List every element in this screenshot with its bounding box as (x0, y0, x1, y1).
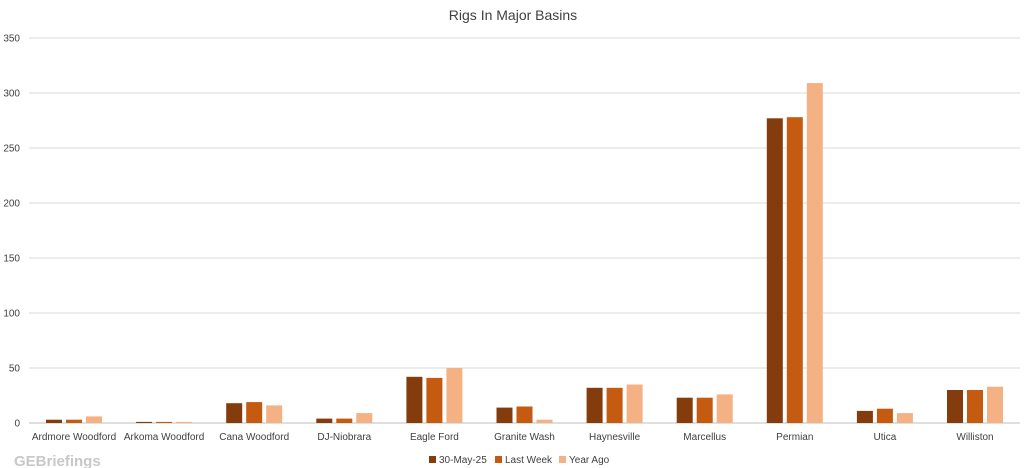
y-axis-tick-labels: 0 50 100 150 200 250 300 350 (3, 34, 20, 430)
bar (266, 405, 283, 423)
bar (696, 397, 713, 423)
x-category-label: Arkoma Woodford (124, 432, 204, 443)
legend-label: 30-May-25 (439, 455, 487, 466)
bar (356, 413, 373, 423)
y-tick-label: 250 (3, 144, 20, 155)
x-axis-category-labels: Ardmore Woodford Arkoma Woodford Cana Wood… (32, 432, 994, 443)
bar (766, 118, 783, 424)
watermark-logo: GEBriefings (14, 453, 101, 468)
legend-item: Last Week (495, 455, 553, 466)
y-tick-label: 350 (3, 34, 20, 45)
bar (586, 387, 603, 423)
y-tick-label: 50 (9, 364, 21, 375)
bar (46, 419, 62, 423)
bar (136, 421, 153, 423)
bar (496, 407, 513, 423)
bar (516, 406, 533, 423)
x-category-label: Marcellus (683, 432, 726, 443)
bar (987, 386, 1003, 423)
bar (176, 421, 193, 423)
bar (156, 421, 173, 423)
chart-title: Rigs In Major Basins (449, 7, 577, 23)
gridlines (29, 37, 1020, 424)
bar (536, 419, 553, 423)
bar (86, 416, 102, 423)
y-tick-label: 300 (3, 89, 20, 100)
bar (406, 376, 423, 423)
bar (786, 117, 803, 423)
y-tick-label: 0 (14, 419, 20, 430)
bar (426, 377, 443, 423)
bar (606, 387, 623, 423)
bar (246, 402, 263, 423)
legend: 30-May-25 Last Week Year Ago (429, 455, 610, 466)
x-category-label: DJ-Niobrara (317, 432, 371, 443)
legend-swatch (429, 456, 436, 463)
bar (967, 390, 983, 423)
x-category-label: Permian (776, 432, 813, 443)
x-category-label: Eagle Ford (410, 432, 459, 443)
bar (806, 83, 823, 423)
x-category-label: Ardmore Woodford (32, 432, 116, 443)
legend-label: Last Week (505, 455, 553, 466)
bar (626, 384, 643, 423)
bar (316, 418, 333, 423)
legend-item: Year Ago (559, 455, 610, 466)
x-category-label: Williston (956, 432, 993, 443)
legend-swatch (495, 456, 502, 463)
bar (226, 403, 243, 423)
y-tick-label: 200 (3, 199, 20, 210)
x-category-label: Haynesville (589, 432, 641, 443)
bar-series (46, 83, 1003, 424)
y-tick-label: 100 (3, 309, 20, 320)
x-category-label: Cana Woodford (219, 432, 289, 443)
bar (336, 418, 353, 423)
x-category-label: Granite Wash (494, 432, 555, 443)
legend-swatch (559, 456, 566, 463)
y-tick-label: 150 (3, 254, 20, 265)
bar (856, 410, 873, 423)
bar (947, 390, 963, 423)
legend-item: 30-May-25 (429, 455, 487, 466)
x-category-label: Utica (874, 432, 897, 443)
bar (676, 397, 693, 423)
bar (716, 394, 733, 423)
bar (446, 368, 463, 423)
bar (896, 413, 913, 423)
bar (876, 408, 893, 423)
bar (66, 419, 82, 423)
legend-label: Year Ago (569, 455, 610, 466)
